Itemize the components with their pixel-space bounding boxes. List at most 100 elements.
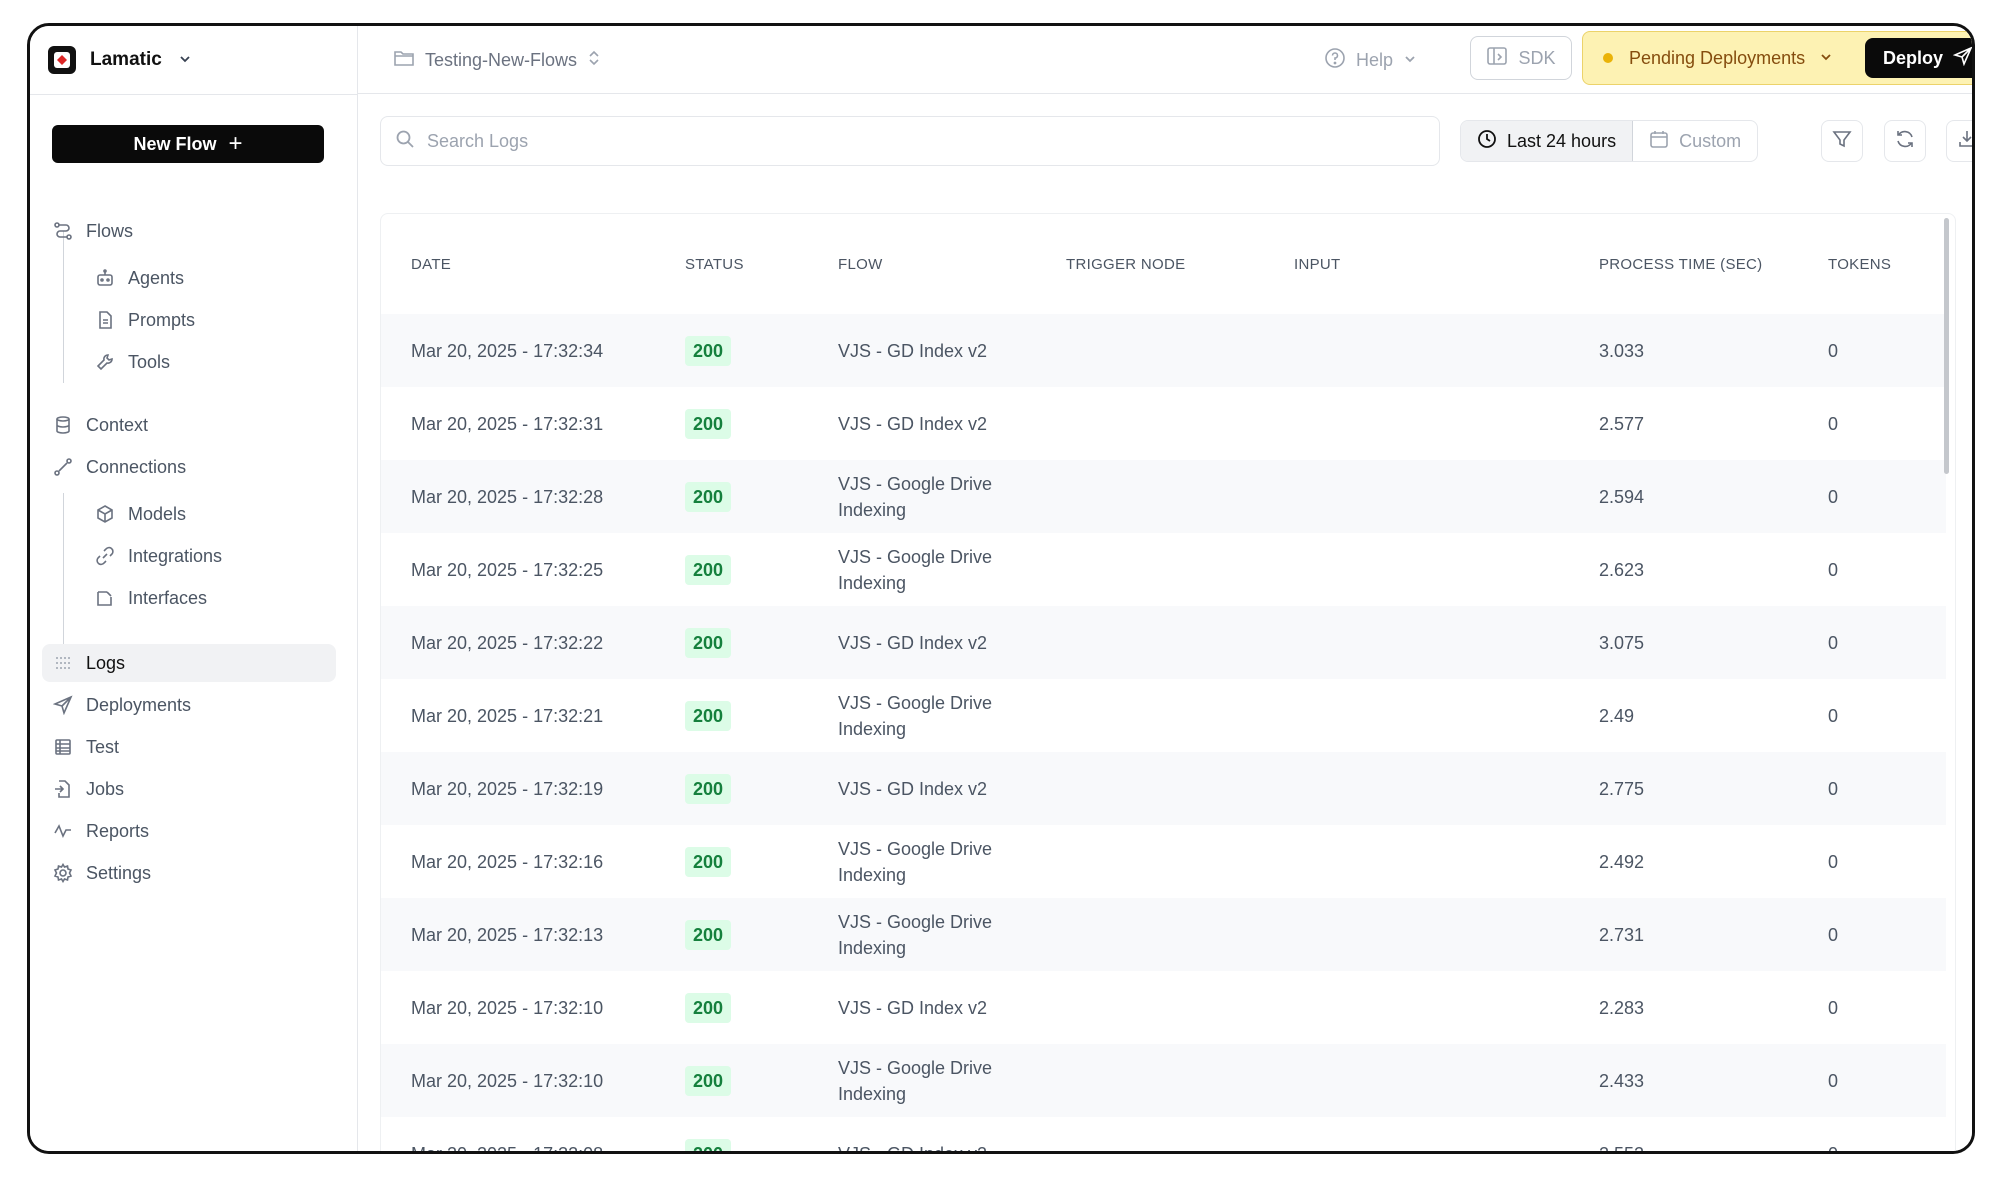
cell-tokens: 0 (1828, 314, 1838, 387)
column-header-input[interactable]: INPUT (1294, 256, 1341, 273)
sidebar-item-label: Integrations (128, 545, 223, 566)
table-row[interactable]: Mar 20, 2025 - 17:32:31 200 VJS - GD Index… (381, 387, 1946, 460)
sidebar-item-label: Test (86, 736, 120, 757)
flow-name-line: VJS - Google Drive (838, 546, 993, 567)
chevron-down-icon (178, 52, 192, 69)
column-header-process-time[interactable]: PROCESS TIME (SEC) (1599, 256, 1763, 273)
cell-process-time: 3.033 (1599, 314, 1644, 387)
sidebar-item-test[interactable]: Test (42, 728, 336, 766)
table-row[interactable]: Mar 20, 2025 - 17:32:08 200 VJS - GD Index… (381, 1117, 1946, 1151)
sidebar-item-tools[interactable]: Tools (84, 343, 334, 381)
sdk-icon (1486, 45, 1508, 72)
gear-icon (52, 862, 74, 884)
table-row[interactable]: Mar 20, 2025 - 17:32:13 200 VJS - Google D… (381, 898, 1946, 971)
sidebar-item-label: Interfaces (128, 587, 208, 608)
sidebar-item-flows[interactable]: Flows (42, 212, 336, 250)
activity-icon (52, 820, 74, 842)
cell-date: Mar 20, 2025 - 17:32:31 (411, 387, 603, 460)
tree-line (63, 493, 64, 645)
table-row[interactable]: Mar 20, 2025 - 17:32:21 200 VJS - Google D… (381, 679, 1946, 752)
table-row[interactable]: Mar 20, 2025 - 17:32:22 200 VJS - GD Index… (381, 606, 1946, 679)
table-row[interactable]: Mar 20, 2025 - 17:32:19 200 VJS - GD Index… (381, 752, 1946, 825)
sidebar-item-context[interactable]: Context (42, 406, 336, 444)
cell-date-text: Mar 20, 2025 - 17:32:22 (411, 632, 604, 653)
cell-process-time-text: 3.075 (1599, 632, 1645, 653)
cell-tokens: 0 (1828, 971, 1838, 1044)
sidebar-item-connections[interactable]: Connections (42, 448, 336, 486)
divider (30, 94, 357, 95)
logs-page: Last 24 hours Custom DATE STATUS FLOW TR… (358, 94, 1972, 1151)
cell-status-text: 200 (685, 700, 732, 731)
project-switcher[interactable]: Testing-New-Flows (393, 40, 601, 80)
help-menu[interactable]: Help (1324, 40, 1417, 80)
refresh-button[interactable] (1884, 120, 1926, 162)
chevron-up-down-icon (587, 49, 601, 72)
range-last-24-hours[interactable]: Last 24 hours (1461, 121, 1634, 161)
table-row[interactable]: Mar 20, 2025 - 17:32:16 200 VJS - Google D… (381, 825, 1946, 898)
flow-name-line: VJS - Google Drive (838, 911, 993, 932)
filter-button[interactable] (1821, 120, 1863, 162)
cell-process-time: 2.594 (1599, 460, 1644, 533)
download-button[interactable] (1946, 120, 1972, 162)
sidebar-item-logs[interactable]: Logs (42, 644, 336, 682)
cell-flow: VJS - Google Drive Indexing (838, 898, 992, 971)
help-label: Help (1356, 49, 1394, 70)
sidebar-item-interfaces[interactable]: Interfaces (84, 579, 334, 617)
new-flow-button[interactable]: New Flow + (52, 125, 324, 163)
column-header-tokens[interactable]: TOKENS (1828, 256, 1892, 273)
scrollbar[interactable] (1944, 218, 1949, 474)
deploy-button[interactable]: Deploy (1865, 38, 1972, 78)
list-icon (52, 652, 74, 674)
sidebar-item-prompts[interactable]: Prompts (84, 301, 334, 339)
cell-tokens: 0 (1828, 1044, 1838, 1117)
search-icon (395, 129, 415, 154)
cell-date: Mar 20, 2025 - 17:32:13 (411, 898, 603, 971)
cell-flow: VJS - Google Drive Indexing (838, 825, 992, 898)
document-icon (94, 309, 116, 331)
range-custom[interactable]: Custom (1633, 121, 1757, 161)
pending-deployments[interactable]: Pending Deployments Deploy (1582, 31, 1972, 85)
top-bar: Testing-New-Flows Help SDK Pending Deplo… (358, 26, 1972, 94)
flow-name: VJS - Google Drive Indexing (838, 1055, 992, 1107)
sdk-button[interactable]: SDK (1470, 36, 1572, 80)
column-header-status[interactable]: STATUS (685, 256, 744, 273)
deploy-label: Deploy (1882, 47, 1943, 68)
calendar-icon (1649, 129, 1669, 154)
table-row[interactable]: Mar 20, 2025 - 17:32:28 200 VJS - Google D… (381, 460, 1946, 533)
sidebar: Lamatic New Flow + Flows Agents Prompts … (30, 26, 358, 1151)
flow-name: VJS - GD Index v2 (838, 776, 987, 802)
search-box[interactable] (380, 116, 1440, 166)
logs-table: DATE STATUS FLOW TRIGGER NODE INPUT PROC… (380, 213, 1956, 1151)
column-header-flow[interactable]: FLOW (838, 256, 883, 273)
sidebar-item-agents[interactable]: Agents (84, 259, 334, 297)
sidebar-item-label: Logs (86, 652, 126, 673)
cell-process-time-text: 2.577 (1599, 413, 1645, 434)
table-row[interactable]: Mar 20, 2025 - 17:32:25 200 VJS - Google D… (381, 533, 1946, 606)
sidebar-item-integrations[interactable]: Integrations (84, 537, 334, 575)
cell-process-time: 3.075 (1599, 606, 1644, 679)
cell-process-time-text: 2.433 (1599, 1070, 1645, 1091)
new-flow-label: New Flow (133, 133, 217, 154)
sidebar-item-settings[interactable]: Settings (42, 854, 336, 892)
sidebar-item-reports[interactable]: Reports (42, 812, 336, 850)
cell-date: Mar 20, 2025 - 17:32:10 (411, 971, 603, 1044)
flow-name: VJS - Google Drive Indexing (838, 836, 992, 888)
cell-flow: VJS - Google Drive Indexing (838, 533, 992, 606)
search-input[interactable] (427, 130, 1327, 152)
table-row[interactable]: Mar 20, 2025 - 17:32:10 200 VJS - Google D… (381, 1044, 1946, 1117)
workspace-switcher[interactable]: Lamatic (46, 40, 192, 80)
cell-status-text: 200 (685, 408, 732, 439)
cell-tokens-text: 0 (1828, 1070, 1839, 1091)
table-row[interactable]: Mar 20, 2025 - 17:32:10 200 VJS - GD Index… (381, 971, 1946, 1044)
cell-process-time: 2.492 (1599, 825, 1644, 898)
sidebar-item-jobs[interactable]: Jobs (42, 770, 336, 808)
clock-icon (1477, 129, 1497, 154)
sidebar-item-deployments[interactable]: Deployments (42, 686, 336, 724)
table-row[interactable]: Mar 20, 2025 - 17:32:34 200 VJS - GD Index… (381, 314, 1946, 387)
column-header-trigger-node[interactable]: TRIGGER NODE (1066, 256, 1186, 273)
cell-process-time-text: 2.594 (1599, 486, 1645, 507)
cell-process-time-text: 2.623 (1599, 559, 1645, 580)
cell-tokens-text: 0 (1828, 632, 1839, 653)
sidebar-item-models[interactable]: Models (84, 495, 334, 533)
column-header-date[interactable]: DATE (411, 256, 452, 273)
